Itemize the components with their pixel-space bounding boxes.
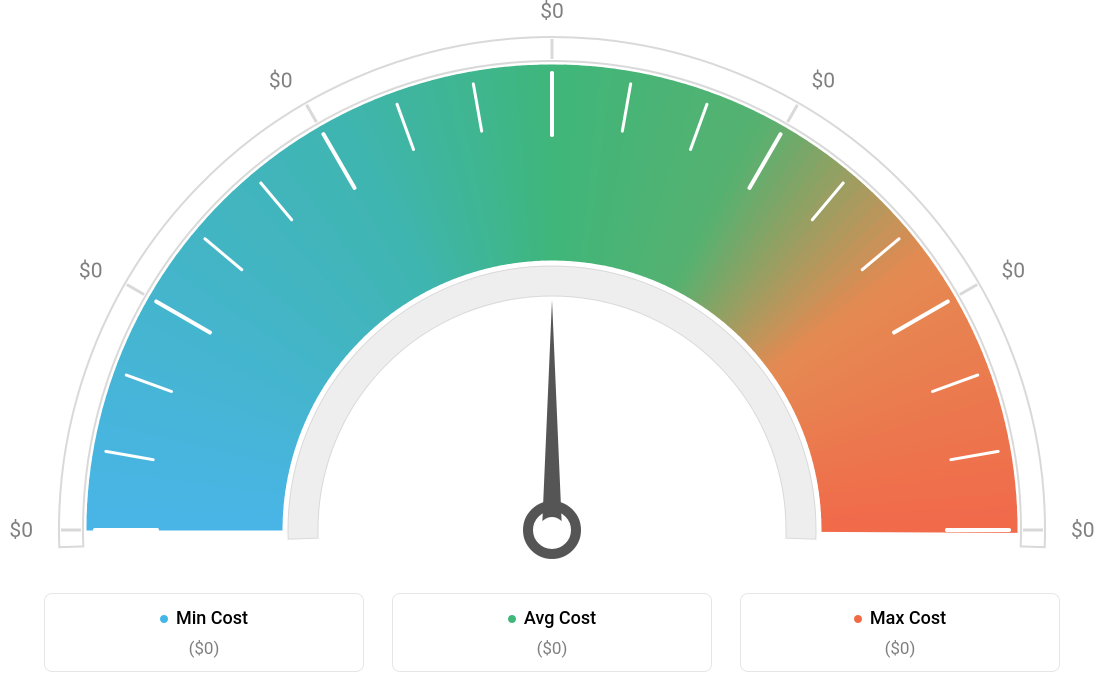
gauge-area: $0 $0 $0 $0 $0 $0 $0 [0,0,1104,560]
gauge-cost-widget: $0 $0 $0 $0 $0 $0 $0 Min Cost ($0) Avg Cost ($… [0,0,1104,690]
legend-dot-min [160,615,168,623]
legend-dot-max [854,615,862,623]
gauge-tick-label: $0 [9,519,33,543]
gauge-tick-label: $0 [79,260,103,284]
gauge-tick-label: $0 [1071,519,1095,543]
legend-row: Min Cost ($0) Avg Cost ($0) Max Cost ($0… [0,593,1104,673]
gauge-svg: $0 $0 $0 $0 $0 $0 $0 [0,0,1104,560]
legend-card-avg: Avg Cost ($0) [392,593,712,673]
legend-title-max: Max Cost [854,608,946,629]
legend-value-min: ($0) [45,639,363,659]
legend-title-min: Min Cost [160,608,248,629]
legend-label-max: Max Cost [870,608,946,629]
gauge-needle [542,300,562,530]
legend-card-max: Max Cost ($0) [740,593,1060,673]
gauge-tick-label: $0 [812,70,836,94]
legend-label-min: Min Cost [176,608,248,629]
legend-label-avg: Avg Cost [524,608,596,629]
legend-dot-avg [508,615,516,623]
legend-value-max: ($0) [741,639,1059,659]
legend-card-min: Min Cost ($0) [44,593,364,673]
gauge-tick-label: $0 [1001,260,1025,284]
gauge-tick-label: $0 [540,0,564,24]
legend-title-avg: Avg Cost [508,608,596,629]
gauge-tick-label: $0 [269,70,293,94]
legend-value-avg: ($0) [393,639,711,659]
